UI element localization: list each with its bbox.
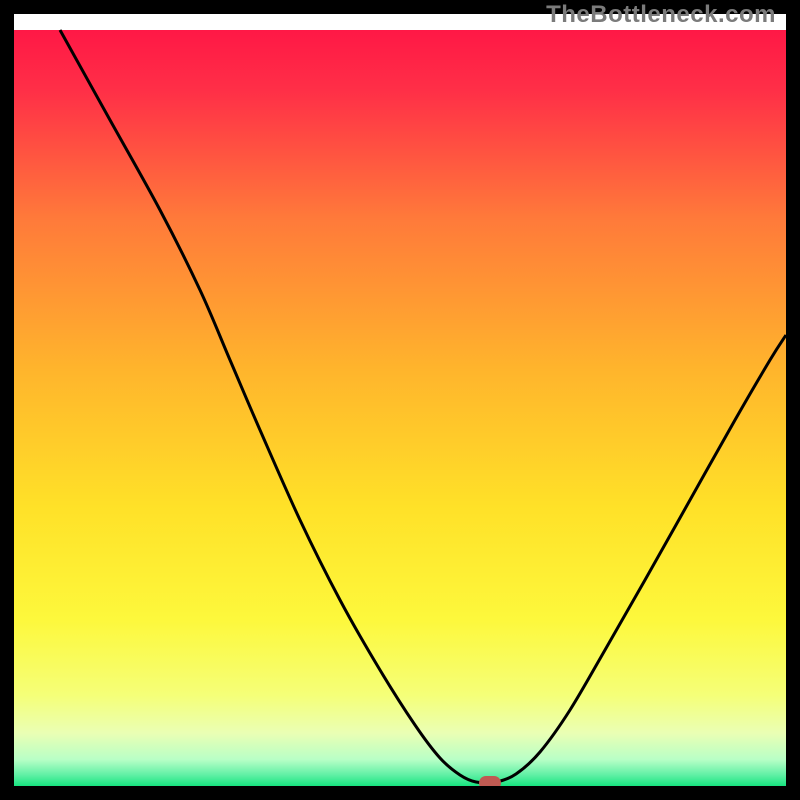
chart-stage: TheBottleneck.com (0, 0, 800, 800)
gradient-background (14, 30, 786, 786)
optimum-marker (479, 776, 501, 790)
watermark-text: TheBottleneck.com (546, 1, 776, 29)
